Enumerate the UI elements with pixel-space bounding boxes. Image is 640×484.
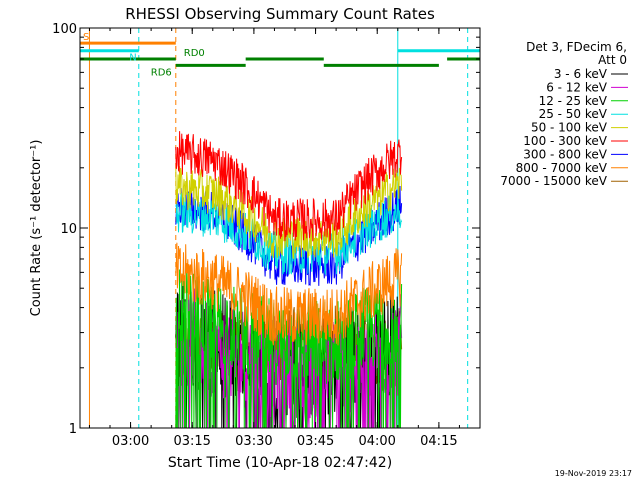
legend-label-4: 50 - 100 keV [531,121,608,135]
state-label-rd0: RD0 [184,48,205,59]
x-tick-label-0330: 03:30 [235,434,272,449]
chart-title: RHESSI Observing Summary Count Rates [125,5,435,23]
x-tick-label-0345: 03:45 [297,434,334,449]
x-tick-label-0315: 03:15 [173,434,210,449]
state-label-s: S [83,32,89,43]
x-tick-label-0300: 03:00 [112,434,149,449]
legend-label-1: 6 - 12 keV [546,80,608,94]
series-trace-800-7000keV [175,242,403,346]
legend-header-line-2: Att 0 [598,53,627,67]
legend-label-6: 300 - 800 keV [523,147,607,161]
legend-header-line-1: Det 3, FDecim 6, [526,40,627,54]
x-axis-label: Start Time (10-Apr-18 02:47:42) [168,455,392,471]
y-tick-label-1: 1 [69,422,77,437]
plot-layer: S N RD0 RD6 [79,28,480,429]
y-tick-label-10: 10 [60,222,77,237]
footer-date: 19-Nov-2019 23:17 [555,469,632,478]
legend-label-2: 12 - 25 keV [539,94,608,108]
series-trace-100-300keV [175,131,403,243]
y-axis-label: Count Rate (s⁻¹ detector⁻¹) [29,140,44,317]
state-label-rd6: RD6 [151,67,172,78]
axes-layer: 03:00 03:15 03:30 03:45 04:00 04:15 1 10 100 [52,22,481,449]
state-label-n: N [129,53,136,64]
legend-label-3: 25 - 50 keV [539,107,608,121]
x-tick-label-0400: 04:00 [358,434,395,449]
legend-label-7: 800 - 7000 keV [516,161,608,175]
legend-label-5: 100 - 300 keV [523,134,607,148]
legend-label-0: 3 - 6 keV [554,67,608,81]
y-tick-label-100: 100 [52,22,77,37]
legend-label-8: 7000 - 15000 keV [500,174,607,188]
x-tick-label-0415: 04:15 [420,434,457,449]
